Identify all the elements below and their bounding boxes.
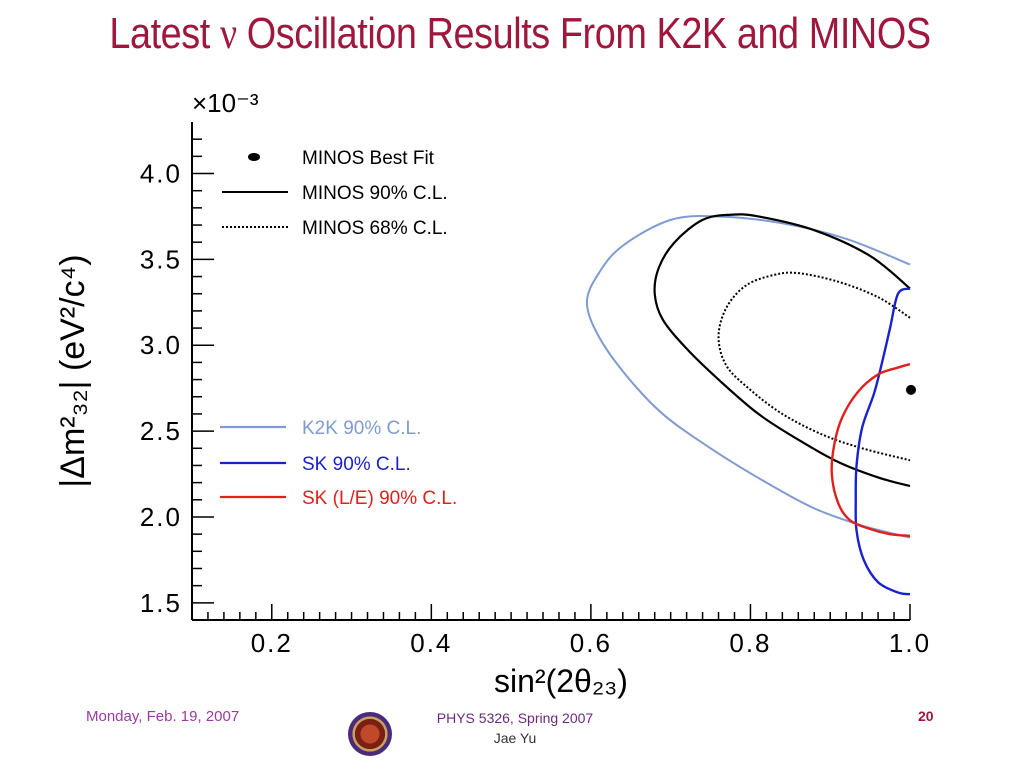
x-tick-label: 0.4	[410, 628, 452, 658]
contour-curves	[585, 213, 916, 596]
legend: MINOS Best Fit MINOS 90% C.L. MINOS 68% C.…	[220, 148, 457, 509]
contour-minos	[653, 213, 911, 488]
legend-label: MINOS Best Fit	[302, 148, 435, 169]
footer-course-name: PHYS 5326, Spring 2007	[436, 710, 594, 726]
legend-label: MINOS 68% C.L.	[302, 218, 448, 239]
slide-title: Latest ν Oscillation Results From K2K an…	[107, 8, 933, 59]
footer-author: Jae Yu	[493, 730, 537, 746]
y-tick-label: 2.5	[140, 416, 182, 446]
x-tick-label: 0.8	[729, 628, 771, 658]
footer-page-number: 20	[918, 708, 934, 724]
contour-sk	[854, 287, 911, 596]
footer-date: Monday, Feb. 19, 2007	[86, 708, 240, 725]
y-tick-label: 1.5	[140, 588, 182, 618]
legend-label: K2K 90% C.L.	[302, 418, 421, 439]
y-tick-label: 3.0	[140, 330, 182, 360]
title-suffix: Oscillation Results From K2K and MINOS	[236, 9, 931, 58]
x-tick-label: 0.6	[570, 628, 612, 658]
title-prefix: Latest	[109, 9, 220, 58]
legend-label: MINOS 90% C.L.	[302, 183, 448, 204]
contour-sk-le	[830, 362, 911, 538]
y-tick-label: 2.0	[140, 502, 182, 532]
y-tick-label: 4.0	[140, 159, 182, 189]
x-tick-label: 0.2	[251, 628, 293, 658]
minos-best-fit-point	[906, 384, 916, 395]
footer-course: PHYS 5326, Spring 2007 Jae Yu	[400, 708, 630, 748]
contour-minos-dashed	[717, 271, 911, 462]
y-axis-label: |Δm²₃₂| (eV²/c⁴)	[54, 254, 92, 487]
university-seal-logo	[348, 712, 392, 756]
nu-symbol: ν	[219, 9, 237, 58]
legend-label: SK (L/E) 90% C.L.	[302, 488, 457, 509]
legend-label: SK 90% C.L.	[302, 454, 411, 475]
x-axis-label: sin²(2θ₂₃)	[494, 663, 628, 699]
plot-axes: 0.2 0.4 0.6 0.8 1.0 1.5 2.0 2.5 3.0 3.5 4.0 ×10⁻³ si…	[54, 88, 931, 699]
y-tick-label: 3.5	[140, 244, 182, 274]
legend-marker-dot	[248, 153, 260, 161]
x-tick-label: 1.0	[889, 628, 931, 658]
contour-k2k	[585, 215, 911, 539]
y-multiplier-label: ×10⁻³	[192, 88, 259, 118]
